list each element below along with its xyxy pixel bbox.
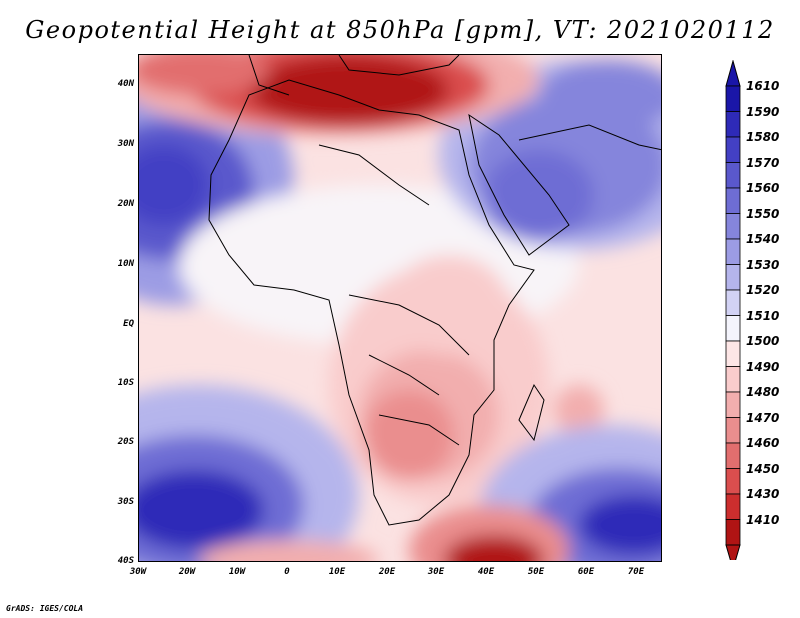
colorbar-segment xyxy=(725,519,741,546)
map-title: Geopotential Height at 850hPa [gpm], VT:… xyxy=(25,16,775,44)
x-tick-label: 10W xyxy=(228,567,246,577)
colorbar-segment xyxy=(725,366,741,393)
colorbar-label: 1570 xyxy=(746,155,780,170)
colorbar-segment xyxy=(725,391,741,418)
map-plot-area xyxy=(138,54,662,562)
colorbar-label: 1580 xyxy=(746,130,780,144)
x-tick-label: 50E xyxy=(527,567,545,577)
colorbar-segment xyxy=(725,315,741,342)
colorbar-label: 1540 xyxy=(746,232,780,246)
colorbar-segment xyxy=(725,442,741,469)
colorbar-min-arrow xyxy=(725,544,741,560)
colorbar-segment xyxy=(725,289,741,316)
x-tick-label: 40E xyxy=(477,567,495,577)
colorbar-label: 1520 xyxy=(746,283,780,297)
colorbar-label: 1550 xyxy=(746,206,780,221)
x-tick-label: 70E xyxy=(627,567,645,577)
colorbar-segment xyxy=(725,493,741,520)
colorbar-label: 1610 xyxy=(746,79,780,93)
colorbar-label: 1530 xyxy=(746,257,780,272)
x-tick-label: 0 xyxy=(284,567,290,577)
colorbar-segment xyxy=(725,187,741,214)
y-tick-label: 30N xyxy=(117,139,134,149)
colorbar-label: 1560 xyxy=(746,181,780,195)
y-tick-label: 40S xyxy=(117,556,134,566)
colorbar-label: 1590 xyxy=(746,104,780,119)
colorbar-segment xyxy=(725,111,741,138)
colorbar-label: 1490 xyxy=(746,359,780,374)
x-tick-label: 30W xyxy=(129,567,147,577)
x-tick-label: 20E xyxy=(378,567,396,577)
colorbar-segment xyxy=(725,468,741,495)
colorbar-label: 1460 xyxy=(746,436,780,450)
colorbar-label: 1470 xyxy=(746,410,780,425)
colorbar-segment xyxy=(725,162,741,189)
y-tick-label: 10N xyxy=(117,259,134,269)
colorbar-segment xyxy=(725,340,741,367)
colorbar-label: 1430 xyxy=(746,487,780,501)
credit-text: GrADS: IGES/COLA xyxy=(6,604,84,613)
coastline xyxy=(208,55,661,526)
colorbar-label: 1450 xyxy=(746,461,780,476)
colorbar-segment xyxy=(725,417,741,444)
colorbar-label: 1500 xyxy=(746,334,780,348)
x-tick-label: 30E xyxy=(427,567,445,577)
colorbar-segment xyxy=(725,213,741,240)
y-tick-label: 20S xyxy=(117,437,134,447)
colorbar-segment xyxy=(725,264,741,291)
colorbar-label: 1510 xyxy=(746,308,780,323)
colorbar xyxy=(725,60,741,560)
y-tick-label: 40N xyxy=(117,79,134,89)
y-tick-label: 20N xyxy=(117,199,134,209)
colorbar-segment xyxy=(725,136,741,163)
colorbar-label: 1410 xyxy=(746,512,780,527)
y-tick-label: EQ xyxy=(123,319,134,329)
colorbar-segment xyxy=(725,85,741,112)
colorbar-max-arrow xyxy=(725,60,741,87)
geopotential-field xyxy=(139,55,661,561)
y-tick-label: 30S xyxy=(117,497,134,507)
colorbar-segment xyxy=(725,238,741,265)
colorbar-label: 1480 xyxy=(746,385,780,399)
x-tick-label: 20W xyxy=(178,567,196,577)
y-tick-label: 10S xyxy=(117,378,134,388)
x-tick-label: 60E xyxy=(577,567,595,577)
x-tick-label: 10E xyxy=(328,567,346,577)
